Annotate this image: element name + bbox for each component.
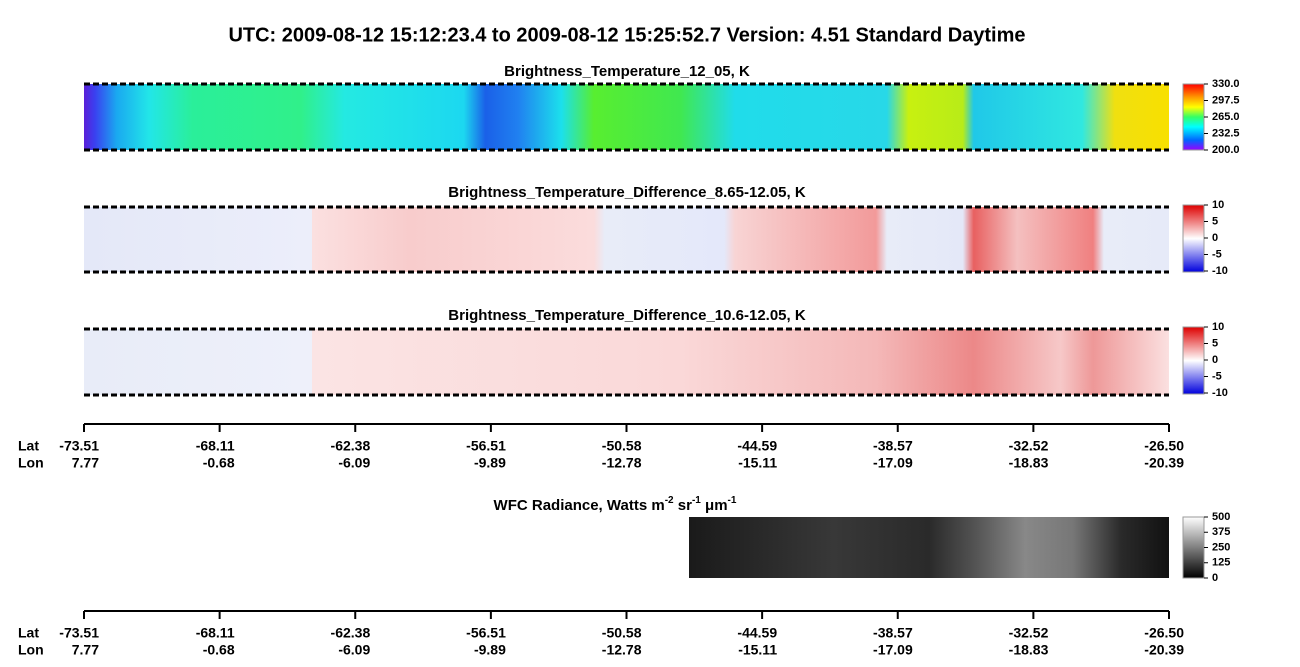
image-strip bbox=[84, 207, 1169, 272]
panel-title: Brightness_Temperature_12_05, K bbox=[504, 63, 750, 80]
colorbar-label: 297.5 bbox=[1212, 94, 1240, 106]
strip-borders bbox=[84, 82, 1169, 397]
lat-value: -50.58 bbox=[602, 625, 642, 641]
lat-value: -68.11 bbox=[196, 625, 235, 641]
colorbar bbox=[1182, 83, 1205, 151]
wfc-image bbox=[689, 517, 1169, 578]
lon-value: 7.77 bbox=[72, 642, 99, 658]
wfc-title: WFC Radiance, Watts m-2 sr-1 μm-1 bbox=[494, 495, 737, 514]
lat-value: -62.38 bbox=[331, 438, 371, 454]
lon-value: -6.09 bbox=[338, 642, 370, 658]
lat-value: -44.59 bbox=[737, 438, 777, 454]
lat-value: -73.51 bbox=[59, 625, 99, 641]
lon-value: -0.68 bbox=[203, 455, 235, 471]
lon-value: -9.89 bbox=[474, 455, 506, 471]
lon-value: -12.78 bbox=[602, 642, 642, 658]
image-strip bbox=[84, 329, 1169, 395]
lon-label: Lon bbox=[18, 642, 44, 658]
lat-value: -26.50 bbox=[1144, 625, 1184, 641]
lat-value: -56.51 bbox=[466, 625, 506, 641]
lon-value: -20.39 bbox=[1144, 642, 1184, 658]
colorbar-label: -5 bbox=[1212, 370, 1222, 382]
lon-value: -18.83 bbox=[1009, 642, 1049, 658]
figure-title: UTC: 2009-08-12 15:12:23.4 to 2009-08-12… bbox=[228, 24, 1025, 46]
colorbar-label: -10 bbox=[1212, 265, 1228, 277]
lon-value: -20.39 bbox=[1144, 455, 1184, 471]
panel-title: Brightness_Temperature_Difference_8.65-1… bbox=[448, 184, 806, 201]
colorbar-label: 10 bbox=[1212, 321, 1224, 333]
colorbar-label: -10 bbox=[1212, 387, 1228, 399]
colorbar-label: -5 bbox=[1212, 248, 1222, 260]
colorbar-label: 500 bbox=[1212, 511, 1230, 523]
lat-label: Lat bbox=[18, 438, 39, 454]
panel-title: Brightness_Temperature_Difference_10.6-1… bbox=[448, 307, 806, 324]
lon-value: -15.11 bbox=[738, 455, 777, 471]
lat-value: -32.52 bbox=[1009, 438, 1049, 454]
lon-value: -15.11 bbox=[738, 642, 777, 658]
colorbar-label: 5 bbox=[1212, 337, 1218, 349]
lat-value: -44.59 bbox=[737, 625, 777, 641]
colorbar-label: 232.5 bbox=[1212, 127, 1240, 139]
lon-value: -0.68 bbox=[203, 642, 235, 658]
colorbar-label: 5 bbox=[1212, 215, 1218, 227]
lon-value: -17.09 bbox=[873, 455, 913, 471]
lon-value: -6.09 bbox=[338, 455, 370, 471]
colorbar bbox=[1182, 516, 1205, 579]
colorbar-label: 125 bbox=[1212, 557, 1230, 569]
lon-value: -18.83 bbox=[1009, 455, 1049, 471]
image-strip bbox=[84, 84, 1169, 150]
lat-value: -68.11 bbox=[196, 438, 235, 454]
colorbar-label: 330.0 bbox=[1212, 78, 1240, 90]
lon-value: 7.77 bbox=[72, 455, 99, 471]
lon-value: -12.78 bbox=[602, 455, 642, 471]
lat-value: -73.51 bbox=[59, 438, 99, 454]
colorbar-label: 0 bbox=[1212, 572, 1218, 584]
lat-value: -38.57 bbox=[873, 438, 913, 454]
colorbar-label: 375 bbox=[1212, 526, 1230, 538]
colorbar-label: 0 bbox=[1212, 232, 1218, 244]
colorbar-label: 0 bbox=[1212, 354, 1218, 366]
colorbar-label: 10 bbox=[1212, 199, 1224, 211]
colorbar-label: 200.0 bbox=[1212, 144, 1240, 156]
lat-value: -26.50 bbox=[1144, 438, 1184, 454]
lat-label: Lat bbox=[18, 625, 39, 641]
colorbar bbox=[1182, 204, 1205, 273]
colorbar-label: 265.0 bbox=[1212, 111, 1240, 123]
colorbar bbox=[1182, 326, 1205, 395]
lat-value: -32.52 bbox=[1009, 625, 1049, 641]
lat-value: -38.57 bbox=[873, 625, 913, 641]
lat-value: -62.38 bbox=[331, 625, 371, 641]
lon-value: -17.09 bbox=[873, 642, 913, 658]
lat-value: -50.58 bbox=[602, 438, 642, 454]
lon-label: Lon bbox=[18, 455, 44, 471]
lat-value: -56.51 bbox=[466, 438, 506, 454]
colorbar-label: 250 bbox=[1212, 541, 1230, 553]
lon-value: -9.89 bbox=[474, 642, 506, 658]
